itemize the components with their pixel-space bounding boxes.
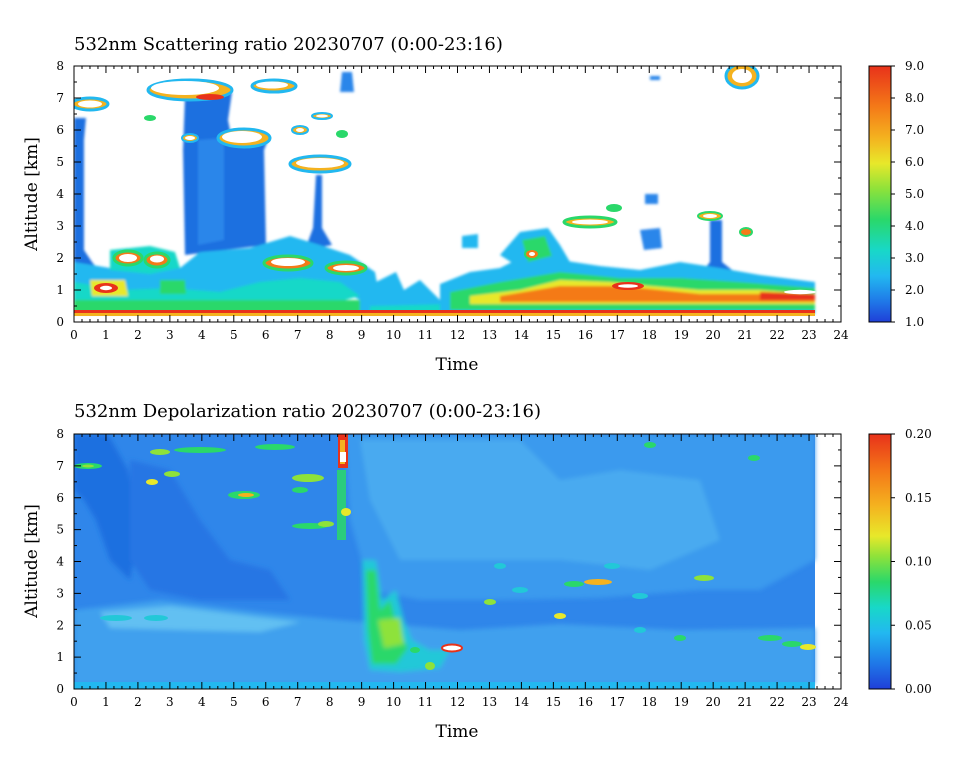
depolarization-title: 532nm Depolarization ratio 20230707 (0:0… bbox=[74, 401, 541, 422]
scattering-x-tick-label: 14 bbox=[514, 328, 530, 342]
scattering-y-tick-label: 4 bbox=[56, 187, 64, 201]
depolarization-x-tick-label: 23 bbox=[801, 695, 816, 709]
depolarization-x-tick-label: 10 bbox=[386, 695, 401, 709]
depolarization-x-tick-label: 5 bbox=[230, 695, 238, 709]
depolarization-x-tick-label: 4 bbox=[198, 695, 206, 709]
depolarization-ylabel: Altitude [km] bbox=[22, 504, 42, 619]
scattering-title: 532nm Scattering ratio 20230707 (0:00-23… bbox=[74, 34, 503, 55]
scattering-y-tick-label: 7 bbox=[56, 91, 64, 105]
scattering-y-tick-label: 5 bbox=[56, 155, 64, 169]
depolarization-colorbar bbox=[868, 433, 892, 690]
scattering-y-tick-label: 6 bbox=[56, 123, 64, 137]
depolarization-x-tick-label: 2 bbox=[134, 695, 142, 709]
depolarization-x-tick-label: 15 bbox=[546, 695, 561, 709]
scattering-x-tick-label: 10 bbox=[386, 328, 401, 342]
scattering-colorbar-tick-label: 7.0 bbox=[905, 123, 924, 137]
scattering-colorbar-tick-label: 5.0 bbox=[905, 187, 924, 201]
scattering-x-tick-label: 7 bbox=[294, 328, 302, 342]
depolarization-x-tick-label: 19 bbox=[674, 695, 689, 709]
depolarization-colorbar-tick-label: 0.05 bbox=[905, 618, 932, 632]
depolarization-x-tick-label: 14 bbox=[514, 695, 530, 709]
depolarization-x-tick-label: 16 bbox=[578, 695, 593, 709]
depolarization-x-tick-label: 22 bbox=[769, 695, 784, 709]
scattering-x-tick-label: 20 bbox=[706, 328, 721, 342]
depolarization-axes: 0 1 2 3 4 5 6 7 8 9 10 11 12 13 14 15 16 17 18 19 20 21 22 23 24… bbox=[56, 427, 849, 709]
depolarization-y-tick-label: 2 bbox=[56, 618, 64, 632]
scattering-x-tick-label: 9 bbox=[358, 328, 366, 342]
depolarization-colorbar-tick-label: 0.10 bbox=[905, 555, 932, 569]
depolarization-x-tick-label: 9 bbox=[358, 695, 366, 709]
scattering-y-tick-label: 1 bbox=[56, 283, 64, 297]
scattering-x-tick-label: 4 bbox=[198, 328, 206, 342]
depolarization-y-tick-label: 4 bbox=[56, 555, 64, 569]
scattering-axes: 0 1 2 3 4 5 6 7 8 9 10 11 12 13 14 15 16 17 18 19 20 21 22 23 24… bbox=[56, 59, 849, 342]
scattering-colorbar-ticks: 1.0 2.0 3.0 4.0 5.0 6.0 7.0 8.0 9.0 bbox=[891, 59, 924, 329]
scattering-x-tick-label: 19 bbox=[674, 328, 689, 342]
scattering-colorbar bbox=[868, 65, 892, 323]
depolarization-colorbar-tick-label: 0.15 bbox=[905, 491, 932, 505]
scattering-colorbar-tick-label: 6.0 bbox=[905, 155, 924, 169]
depolarization-x-tick-label: 11 bbox=[418, 695, 433, 709]
depolarization-y-tick-label: 3 bbox=[56, 586, 64, 600]
scattering-x-tick-label: 18 bbox=[642, 328, 657, 342]
scattering-colorbar-tick-label: 2.0 bbox=[905, 283, 924, 297]
scattering-colorbar-tick-label: 1.0 bbox=[905, 315, 924, 329]
scattering-x-tick-label: 23 bbox=[801, 328, 816, 342]
scattering-x-tick-label: 21 bbox=[737, 328, 752, 342]
depolarization-x-tick-label: 18 bbox=[642, 695, 657, 709]
scattering-x-tick-label: 11 bbox=[418, 328, 433, 342]
scattering-colorbar-tick-label: 9.0 bbox=[905, 59, 924, 73]
depolarization-x-tick-label: 6 bbox=[262, 695, 270, 709]
depolarization-colorbar-tick-label: 0.20 bbox=[905, 427, 932, 441]
scattering-x-tick-label: 6 bbox=[262, 328, 270, 342]
depolarization-y-tick-label: 7 bbox=[56, 459, 64, 473]
depolarization-x-tick-label: 24 bbox=[833, 695, 849, 709]
scattering-x-tick-label: 8 bbox=[326, 328, 334, 342]
scattering-y-tick-label: 8 bbox=[56, 59, 64, 73]
depolarization-y-tick-label: 5 bbox=[56, 523, 64, 537]
scattering-x-tick-label: 24 bbox=[833, 328, 849, 342]
depolarization-x-tick-label: 20 bbox=[706, 695, 721, 709]
depolarization-x-tick-label: 8 bbox=[326, 695, 334, 709]
scattering-ylabel: Altitude [km] bbox=[22, 137, 42, 252]
depolarization-y-tick-label: 0 bbox=[56, 682, 64, 696]
scattering-xlabel: Time bbox=[436, 355, 479, 375]
depolarization-x-tick-label: 0 bbox=[70, 695, 78, 709]
scattering-x-tick-label: 13 bbox=[482, 328, 497, 342]
scattering-colorbar-tick-label: 4.0 bbox=[905, 219, 924, 233]
scattering-x-tick-label: 22 bbox=[769, 328, 784, 342]
scattering-y-tick-label: 2 bbox=[56, 251, 64, 265]
scattering-x-tick-label: 12 bbox=[450, 328, 465, 342]
depolarization-x-tick-label: 13 bbox=[482, 695, 497, 709]
depolarization-x-tick-label: 17 bbox=[610, 695, 625, 709]
depolarization-y-tick-label: 6 bbox=[56, 491, 64, 505]
scattering-colorbar-tick-label: 3.0 bbox=[905, 251, 924, 265]
scattering-x-tick-label: 15 bbox=[546, 328, 561, 342]
scattering-x-tick-label: 1 bbox=[102, 328, 110, 342]
scattering-y-tick-label: 3 bbox=[56, 219, 64, 233]
depolarization-y-tick-label: 1 bbox=[56, 650, 64, 664]
depolarization-x-tick-label: 21 bbox=[737, 695, 752, 709]
depolarization-colorbar-ticks: 0.00 0.05 0.10 0.15 0.20 bbox=[891, 427, 932, 696]
depolarization-x-tick-label: 7 bbox=[294, 695, 302, 709]
depolarization-xlabel: Time bbox=[436, 722, 479, 742]
scattering-x-tick-label: 17 bbox=[610, 328, 625, 342]
scattering-x-tick-label: 5 bbox=[230, 328, 238, 342]
depolarization-x-tick-label: 12 bbox=[450, 695, 465, 709]
depolarization-x-tick-label: 3 bbox=[166, 695, 174, 709]
scattering-y-tick-label: 0 bbox=[56, 315, 64, 329]
depolarization-x-tick-label: 1 bbox=[102, 695, 110, 709]
scattering-colorbar-tick-label: 8.0 bbox=[905, 91, 924, 105]
scattering-x-tick-label: 0 bbox=[70, 328, 78, 342]
scattering-heatmap bbox=[74, 66, 841, 322]
depolarization-heatmap bbox=[74, 434, 841, 689]
depolarization-colorbar-tick-label: 0.00 bbox=[905, 682, 932, 696]
scattering-x-tick-label: 2 bbox=[134, 328, 142, 342]
depolarization-y-tick-label: 8 bbox=[56, 427, 64, 441]
scattering-x-tick-label: 3 bbox=[166, 328, 174, 342]
scattering-x-tick-label: 16 bbox=[578, 328, 593, 342]
